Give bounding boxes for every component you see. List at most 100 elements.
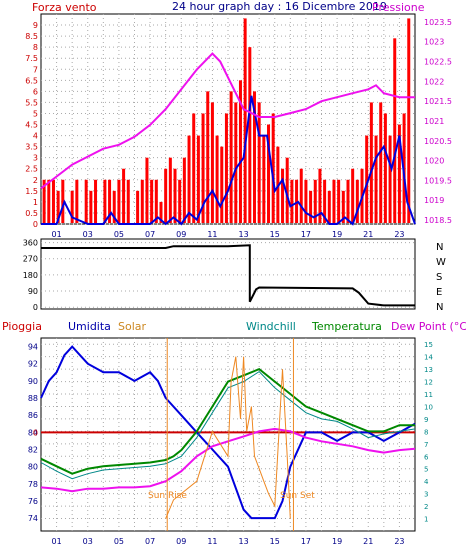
header-center-label: 24 hour graph day : 16 Dicembre 2019: [172, 0, 387, 13]
wind-bar: [252, 91, 256, 223]
compass-label: E: [436, 287, 442, 298]
wind-bar: [365, 135, 369, 223]
hour-tick-label: 07: [145, 230, 155, 239]
wind-bar: [257, 102, 261, 223]
humidity-tick-label: 92: [28, 360, 38, 369]
humidity-tick-label: 76: [28, 497, 38, 506]
wind-bar: [70, 190, 74, 223]
wind-bar: [224, 113, 228, 223]
hour-tick-label: 07: [145, 537, 155, 546]
humidity-tick-label: 80: [28, 463, 38, 472]
pressure-tick-label: 1018.5: [424, 216, 452, 225]
legend-pioggia: Pioggia: [2, 320, 42, 333]
direction-panel-frame: [40, 238, 416, 310]
wind-bar: [369, 102, 373, 223]
temp-tick-label: 6: [424, 453, 429, 461]
hour-tick-label: 09: [176, 537, 186, 546]
temp-tick-label: 3: [424, 491, 428, 499]
hour-tick-label: 05: [114, 230, 124, 239]
wind-tick-label: 8: [33, 43, 38, 52]
temp-tick-label: 9: [424, 416, 428, 424]
legend-umidita: Umidita: [68, 320, 111, 333]
wind-bar: [201, 113, 205, 223]
wind-bar: [173, 168, 177, 223]
hour-tick-label: 09: [176, 230, 186, 239]
direction-tick-label: 180: [23, 271, 38, 280]
dewpoint-line: [40, 427, 416, 493]
wind-bar: [47, 179, 51, 223]
wind-bar: [346, 179, 350, 223]
pressure-tick-label: 1023: [424, 38, 444, 47]
humidity-tick-label: 88: [28, 394, 38, 403]
compass-label: N: [436, 242, 443, 253]
wind-tick-label: 2.5: [25, 165, 38, 174]
grid: [41, 14, 415, 531]
legend-solar: Solar: [118, 320, 147, 333]
wind-bar: [407, 18, 411, 224]
hour-tick-label: 13: [238, 537, 248, 546]
wind-bar: [75, 179, 79, 223]
hour-tick-label: 15: [270, 537, 280, 546]
wind-chart: [40, 18, 416, 226]
wind-bar: [206, 91, 210, 223]
wind-bar: [187, 135, 191, 223]
wind-bar: [299, 168, 303, 223]
humidity-tick-label: 94: [28, 343, 38, 352]
solar-line: [165, 356, 291, 519]
pressure-tick-label: 1023.5: [424, 18, 452, 27]
wind-bar: [313, 179, 317, 223]
sunset-label: Sun Set: [280, 491, 315, 501]
temp-tick-label: 13: [424, 366, 433, 374]
wind-bar: [84, 179, 88, 223]
temp-tick-label: 2: [424, 503, 428, 511]
wind-bar: [61, 179, 65, 223]
legend-windchill: Windchill: [246, 320, 296, 333]
pressure-line: [40, 52, 415, 190]
wind-bar: [285, 157, 289, 223]
hour-tick-label: 03: [83, 537, 93, 546]
wind-bar: [323, 179, 327, 223]
humidity-tick-label: 90: [28, 377, 38, 386]
wind-tick-label: 7.5: [25, 54, 38, 63]
wind-tick-label: 8.5: [25, 32, 38, 41]
wind-tick-label: 0: [33, 220, 38, 229]
wind-bar: [103, 179, 107, 223]
wind-bar: [281, 168, 285, 223]
wind-direction-line: [41, 244, 415, 307]
wind-bar: [140, 179, 144, 223]
pressure-tick-label: 1019.5: [424, 176, 452, 185]
wind-bar: [42, 179, 46, 223]
hour-tick-label: 01: [51, 230, 61, 239]
wind-bar: [126, 179, 130, 223]
wind-bar: [318, 168, 322, 223]
hour-tick-label: 21: [363, 537, 373, 546]
wind-tick-label: 9: [33, 21, 38, 30]
hour-tick-label: 15: [270, 230, 280, 239]
direction-tick-label: 360: [23, 239, 38, 248]
wind-tick-label: 5: [33, 109, 38, 118]
windchill-line: [40, 370, 416, 480]
wind-tick-label: 0.5: [25, 209, 38, 218]
wind-bar: [234, 102, 238, 223]
hour-tick-label: 01: [51, 537, 61, 546]
direction-chart: [41, 244, 415, 307]
pressure-tick-label: 1020.5: [424, 137, 452, 146]
wind-bar: [112, 190, 116, 223]
wind-tick-label: 3.5: [25, 143, 38, 152]
wind-tick-label: 4: [33, 132, 38, 141]
temperature-line: [40, 367, 415, 475]
wind-tick-label: 5.5: [25, 98, 38, 107]
wind-bar: [94, 179, 98, 223]
compass-label: W: [436, 257, 446, 268]
wind-tick-label: 7: [33, 65, 38, 74]
hour-tick-label: 11: [207, 537, 217, 546]
wind-tick-label: 6: [33, 87, 38, 96]
wind-bar: [341, 190, 345, 223]
wind-bar: [379, 102, 383, 223]
wind-tick-label: 1.5: [25, 187, 38, 196]
axes: 00.511.522.533.544.555.566.577.588.59101…: [23, 18, 452, 546]
sunrise-label: Sun Rise: [148, 491, 187, 501]
hour-tick-label: 17: [301, 230, 311, 239]
direction-tick-label: 90: [28, 287, 38, 296]
wind-bar: [182, 157, 186, 223]
